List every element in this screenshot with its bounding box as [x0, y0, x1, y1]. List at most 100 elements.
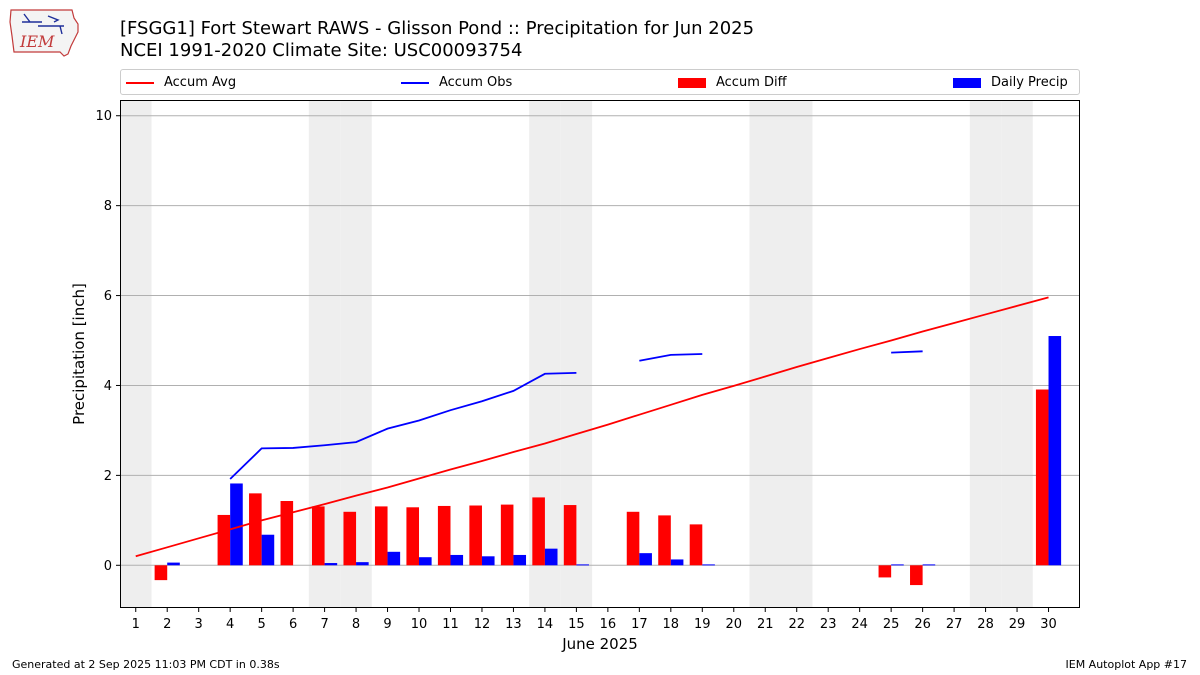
bar-layer [154, 336, 1062, 586]
weekend-shade-day-22 [780, 100, 813, 608]
x-tick-label-5: 5 [257, 617, 265, 632]
accum-avg-line [135, 296, 1049, 558]
daily-precip-bar-day-7 [324, 563, 338, 566]
y-tick-label-2: 2 [104, 469, 112, 484]
x-tick-label-2: 2 [163, 617, 171, 632]
legend-item-daily-precip: Daily Precip [953, 74, 1068, 92]
accum-diff-bar-day-7 [312, 506, 325, 566]
autoplot-app-label: IEM Autoplot App #17 [1065, 658, 1188, 671]
logo-text: IEM [19, 32, 55, 51]
accum-diff-bar-day-8 [343, 511, 357, 566]
daily-precip-bar-day-26 [922, 564, 936, 566]
x-tick-label-16: 16 [600, 617, 617, 632]
daily-precip-bar-day-18 [670, 559, 684, 566]
x-tick-label-7: 7 [320, 617, 328, 632]
accum-diff-bar-day-25 [878, 565, 892, 578]
weekend-shade-day-1 [120, 100, 152, 608]
weekend-shade-day-29 [1001, 100, 1033, 608]
x-tick-label-17: 17 [631, 617, 648, 632]
legend-item-accum-obs: Accum Obs [401, 74, 512, 92]
x-tick-label-1: 1 [132, 617, 140, 632]
daily-precip-bar-day-9 [387, 551, 401, 566]
x-tick-label-24: 24 [851, 617, 868, 632]
x-tick-label-27: 27 [946, 617, 963, 632]
weekend-shade-day-28 [969, 100, 1002, 608]
legend-swatch-daily-precip [953, 77, 981, 88]
accum-diff-bar-day-14 [532, 497, 545, 566]
x-tick-label-25: 25 [883, 617, 900, 632]
legend-item-accum-diff: Accum Diff [678, 74, 787, 92]
accum-diff-bar-day-26 [910, 565, 923, 586]
x-tick-label-4: 4 [226, 617, 234, 632]
x-tick-label-26: 26 [914, 617, 931, 632]
weather-station-icon [22, 13, 64, 35]
legend-swatch-accum-diff [678, 77, 706, 88]
daily-precip-bar-day-2 [167, 562, 180, 566]
daily-precip-bar-day-10 [419, 557, 432, 566]
legend-label-daily-precip: Daily Precip [991, 75, 1068, 90]
accum-obs-line-segment-2 [639, 353, 703, 362]
accum-diff-bar-day-30 [1035, 389, 1049, 566]
accum-diff-bar-day-17 [626, 511, 640, 566]
daily-precip-bar-day-15 [576, 564, 589, 566]
accum-diff-bar-day-5 [249, 493, 262, 566]
generated-timestamp: Generated at 2 Sep 2025 11:03 PM CDT in … [12, 658, 280, 671]
x-tick-label-21: 21 [757, 617, 774, 632]
iem-logo: IEM [9, 9, 79, 57]
daily-precip-bar-day-13 [513, 554, 527, 566]
chart-legend: Accum Avg Accum Obs Accum Diff Daily Pre… [120, 69, 1080, 95]
accum-diff-bar-day-10 [406, 507, 420, 566]
x-tick-label-8: 8 [352, 617, 360, 632]
accum-obs-line-segment-1 [229, 371, 577, 480]
x-tick-label-14: 14 [537, 617, 554, 632]
daily-precip-bar-day-11 [450, 554, 464, 566]
daily-precip-bar-day-5 [261, 534, 275, 566]
accum-diff-bar-day-2 [154, 565, 168, 581]
weekend-shade-day-21 [749, 100, 781, 608]
x-tick-label-23: 23 [820, 617, 837, 632]
daily-precip-bar-day-19 [702, 564, 715, 566]
daily-precip-bar-day-17 [639, 553, 652, 566]
x-tick-label-11: 11 [442, 617, 459, 632]
x-tick-label-10: 10 [411, 617, 428, 632]
y-tick-label-0: 0 [104, 559, 112, 574]
chart-title-block: [FSGG1] Fort Stewart RAWS - Glisson Pond… [120, 18, 754, 62]
x-tick-label-12: 12 [474, 617, 491, 632]
daily-precip-bar-day-25 [891, 564, 904, 566]
y-axis-ticks: 0 2 4 6 8 10 [95, 109, 120, 574]
y-tick-label-6: 6 [104, 289, 112, 304]
accum-diff-bar-day-9 [374, 506, 388, 566]
legend-label-accum-avg: Accum Avg [164, 75, 237, 90]
x-tick-label-29: 29 [1009, 617, 1026, 632]
daily-precip-bar-day-4 [230, 483, 243, 566]
x-tick-label-13: 13 [505, 617, 522, 632]
y-tick-label-10: 10 [95, 109, 112, 124]
x-tick-label-20: 20 [725, 617, 742, 632]
accum-diff-bar-day-18 [658, 515, 671, 566]
legend-label-accum-obs: Accum Obs [439, 75, 513, 90]
accum-diff-bar-day-13 [500, 504, 514, 566]
daily-precip-bar-day-8 [356, 562, 369, 566]
line-layer [135, 296, 1049, 558]
accum-diff-bar-day-11 [437, 505, 451, 566]
y-axis-label: Precipitation [inch] [70, 283, 88, 425]
x-tick-label-3: 3 [195, 617, 203, 632]
accum-diff-bar-day-6 [280, 501, 294, 566]
x-tick-label-9: 9 [383, 617, 391, 632]
daily-precip-bar-day-30 [1048, 336, 1062, 566]
plot-frame [120, 100, 1080, 608]
y-tick-label-4: 4 [104, 379, 112, 394]
x-tick-label-6: 6 [289, 617, 297, 632]
x-tick-label-22: 22 [788, 617, 805, 632]
legend-label-accum-diff: Accum Diff [716, 75, 787, 90]
daily-precip-bar-day-12 [481, 556, 495, 566]
x-tick-label-15: 15 [568, 617, 585, 632]
accum-diff-bar-day-19 [689, 524, 703, 566]
legend-swatch-accum-obs [401, 81, 429, 84]
daily-precip-bar-day-14 [544, 548, 558, 566]
x-tick-label-28: 28 [977, 617, 994, 632]
x-tick-label-18: 18 [663, 617, 680, 632]
accum-obs-line-segment-3 [891, 350, 923, 354]
chart-title: [FSGG1] Fort Stewart RAWS - Glisson Pond… [120, 18, 755, 39]
